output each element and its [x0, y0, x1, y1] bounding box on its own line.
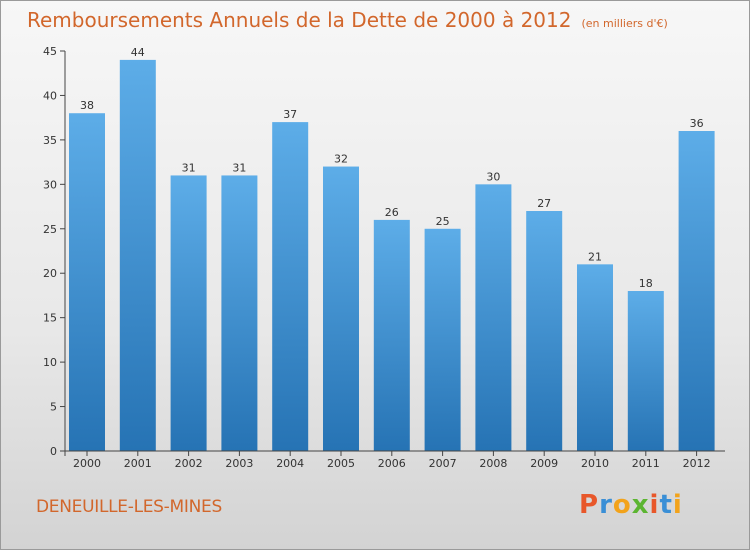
y-tick-label-40: 40	[43, 89, 57, 102]
bar-2011	[627, 291, 664, 451]
x-tick-label-2009: 2009	[530, 457, 558, 470]
data-label-2010: 21	[588, 250, 602, 263]
data-label-2001: 44	[131, 46, 145, 59]
bars-group: 38 44 31 31 37 32 26 25 30 27 21 18 36	[69, 46, 715, 452]
data-label-2004: 37	[283, 108, 297, 121]
bar-2010	[577, 264, 613, 451]
y-tick-label-5: 5	[50, 401, 57, 414]
y-tick-label-25: 25	[43, 223, 57, 236]
y-tick-label-0: 0	[50, 445, 57, 458]
x-tick-label-2010: 2010	[581, 457, 609, 470]
bar-2003	[221, 175, 258, 451]
x-tick-label-2001: 2001	[124, 457, 152, 470]
y-tick-label-15: 15	[43, 312, 57, 325]
y-tick-label-10: 10	[43, 356, 57, 369]
logo-letter: r	[599, 490, 613, 520]
x-tick-label-2000: 2000	[73, 457, 101, 470]
x-tick-label-2012: 2012	[683, 457, 711, 470]
x-tick-label-2005: 2005	[327, 457, 355, 470]
data-label-2005: 32	[334, 153, 348, 166]
logo-letter: i	[672, 490, 683, 520]
x-tick-label-2002: 2002	[175, 457, 203, 470]
data-label-2006: 26	[385, 206, 399, 219]
bar-2006	[373, 219, 410, 451]
x-tick-label-2006: 2006	[378, 457, 406, 470]
bar-2004	[272, 122, 309, 451]
bar-2012	[678, 131, 715, 451]
bar-2007	[424, 228, 461, 451]
data-label-2008: 30	[486, 170, 500, 183]
data-label-2002: 31	[182, 161, 196, 174]
logo-letter: i	[649, 490, 660, 520]
bar-2005	[323, 166, 359, 452]
bar-2000	[69, 113, 105, 451]
data-label-2009: 27	[537, 197, 551, 210]
x-tick-label-2011: 2011	[632, 457, 660, 470]
bar-2002	[170, 175, 207, 451]
x-tick-label-2008: 2008	[479, 457, 507, 470]
x-tick-label-2004: 2004	[276, 457, 304, 470]
x-tick-label-2007: 2007	[429, 457, 457, 470]
bar-2009	[526, 211, 563, 451]
logo-letter: o	[612, 490, 632, 520]
logo-letter: x	[631, 490, 650, 520]
logo-letter: t	[659, 490, 673, 520]
y-tick-label-35: 35	[43, 134, 57, 147]
bar-2008	[475, 184, 512, 452]
logo-letter: P	[579, 490, 600, 520]
unit-subtitle: (en milliers d'€)	[581, 17, 668, 30]
axes-group: 2000 2001 2002 2003 2004 2005 2006 2007 2008 2009…	[43, 45, 725, 470]
x-tick-label-2003: 2003	[225, 457, 253, 470]
data-label-2000: 38	[80, 99, 94, 112]
data-label-2011: 18	[639, 277, 653, 290]
y-tick-label-20: 20	[43, 267, 57, 280]
data-label-2012: 36	[690, 117, 704, 130]
town-name: DENEUILLE-LES-MINES	[36, 497, 222, 517]
y-tick-label-45: 45	[43, 45, 57, 58]
data-label-2007: 25	[436, 215, 450, 228]
y-tick-label-30: 30	[43, 178, 57, 191]
title-text: Remboursements Annuels de la Dette de 20…	[27, 8, 572, 32]
bar-2001	[119, 59, 156, 452]
chart-title: Remboursements Annuels de la Dette de 20…	[27, 8, 668, 32]
data-label-2003: 31	[232, 161, 246, 174]
proxiti-logo: Proxiti	[579, 490, 683, 520]
